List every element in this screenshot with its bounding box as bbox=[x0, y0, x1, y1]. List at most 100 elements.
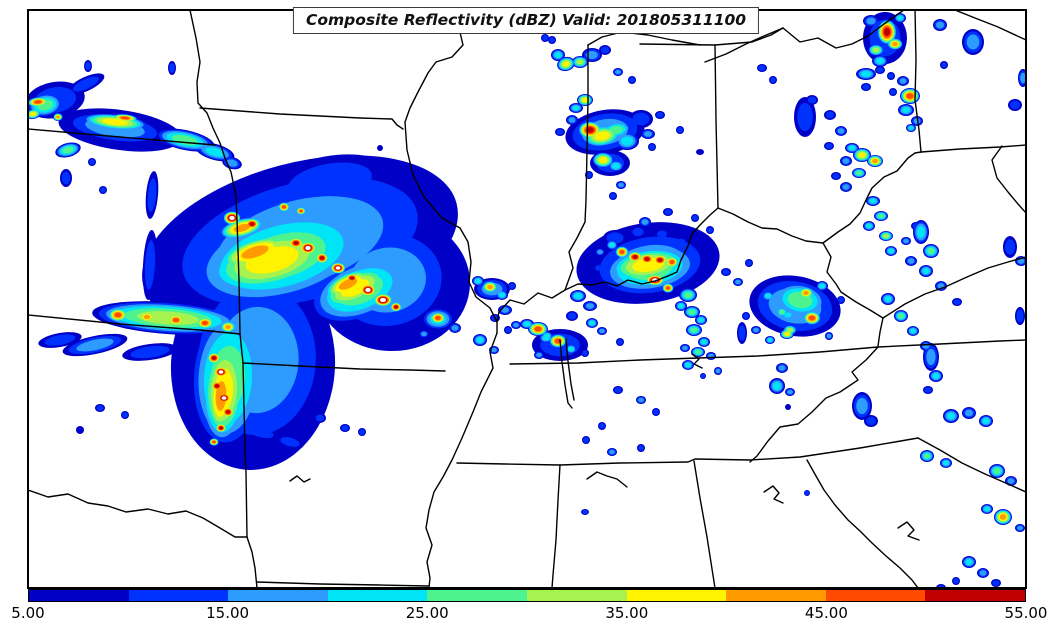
echo-contour bbox=[677, 127, 683, 133]
echo-contour bbox=[122, 412, 128, 418]
echo-contour bbox=[585, 303, 595, 309]
echo-contour bbox=[837, 128, 845, 134]
echo-contour bbox=[246, 425, 274, 439]
echo-contour bbox=[365, 287, 371, 293]
echo-contour bbox=[897, 15, 903, 21]
echo-contour bbox=[787, 327, 793, 333]
echo-contour bbox=[212, 440, 216, 444]
echo-contour bbox=[377, 145, 383, 151]
echo-contour bbox=[30, 112, 36, 116]
echo-contour bbox=[340, 279, 370, 297]
echo-contour bbox=[34, 100, 42, 104]
echo-contour bbox=[842, 158, 850, 164]
echo-contour bbox=[1016, 309, 1024, 323]
echo-contour bbox=[435, 316, 441, 320]
echo-contour bbox=[487, 284, 493, 290]
echo-contour bbox=[542, 35, 548, 41]
echo-contour bbox=[225, 324, 231, 330]
echo-contour bbox=[965, 559, 973, 565]
echo-contour bbox=[1010, 100, 1020, 110]
echo-contour bbox=[858, 152, 866, 158]
echo-contour bbox=[825, 143, 833, 149]
echo-contour bbox=[85, 61, 91, 71]
echo-contour bbox=[56, 115, 60, 119]
echo-layer bbox=[29, 11, 1025, 587]
echo-contour bbox=[632, 112, 650, 126]
echo-contour bbox=[509, 283, 515, 289]
echo-contour bbox=[943, 460, 949, 466]
echo-contour bbox=[89, 159, 95, 165]
echo-contour bbox=[861, 71, 871, 77]
echo-contour bbox=[76, 338, 114, 352]
echo-contour bbox=[910, 328, 916, 334]
colorbar-tick-label: 35.00 bbox=[605, 604, 649, 622]
echo-contour bbox=[682, 345, 688, 351]
echo-contour bbox=[421, 331, 427, 337]
border-lake-erie-shore bbox=[782, 11, 904, 49]
echo-contour bbox=[746, 260, 752, 266]
echo-contour bbox=[778, 365, 786, 371]
echo-contour bbox=[568, 117, 576, 123]
echo-contour bbox=[341, 425, 349, 431]
echo-contour bbox=[1020, 72, 1025, 84]
border-wv-va-ridge bbox=[882, 256, 1025, 319]
echo-contour bbox=[567, 312, 577, 320]
border-cumberland-x bbox=[691, 353, 703, 369]
echo-contour bbox=[619, 250, 625, 254]
colorbar-segment-1 bbox=[128, 590, 229, 601]
echo-contour bbox=[649, 144, 655, 150]
echo-contour bbox=[701, 339, 707, 345]
echo-contour bbox=[598, 156, 608, 164]
border-al-ga bbox=[693, 460, 716, 587]
colorbar-segment-6 bbox=[626, 590, 727, 601]
echo-contour bbox=[872, 158, 878, 164]
echo-contour bbox=[897, 313, 905, 319]
echo-contour bbox=[876, 58, 884, 64]
echo-contour bbox=[653, 409, 659, 415]
echo-contour bbox=[785, 404, 791, 410]
echo-contour bbox=[280, 437, 300, 447]
echo-contour bbox=[700, 373, 706, 379]
echo-contour bbox=[696, 149, 704, 155]
echo-contour bbox=[922, 268, 930, 274]
border-pa-md bbox=[920, 144, 1025, 153]
border-va-sw-tip bbox=[877, 317, 884, 347]
echo-contour bbox=[586, 50, 598, 60]
echo-contour bbox=[862, 84, 870, 90]
border-mo-nw-river bbox=[189, 11, 238, 221]
echo-contour bbox=[638, 445, 644, 451]
echo-contour bbox=[513, 322, 519, 328]
colorbar bbox=[28, 589, 1026, 602]
echo-contour bbox=[574, 293, 582, 299]
border-mississippi-south bbox=[425, 332, 498, 587]
echo-contour bbox=[225, 410, 231, 414]
echo-contour bbox=[608, 125, 624, 135]
echo-contour bbox=[610, 193, 616, 199]
echo-contour bbox=[666, 286, 670, 290]
border-ky-tn-va bbox=[509, 339, 1025, 365]
echo-contour bbox=[629, 77, 635, 83]
echo-contour bbox=[299, 209, 303, 213]
echo-contour bbox=[169, 63, 175, 73]
border-tx-ar bbox=[246, 536, 258, 587]
echo-contour bbox=[903, 238, 909, 244]
echo-contour bbox=[877, 213, 885, 219]
echo-contour bbox=[147, 178, 157, 212]
echo-contour bbox=[848, 145, 856, 151]
echo-contour bbox=[282, 205, 286, 209]
echo-contour bbox=[984, 506, 990, 512]
echo-contour bbox=[692, 215, 698, 221]
border-red-river bbox=[29, 489, 248, 538]
state-borders bbox=[29, 11, 1025, 587]
border-parallel-35 bbox=[456, 437, 919, 466]
echo-contour bbox=[883, 27, 891, 37]
echo-contour bbox=[96, 405, 104, 411]
echo-contour bbox=[644, 257, 650, 261]
border-ar-river-squiggle bbox=[289, 475, 311, 483]
echo-contour bbox=[923, 453, 931, 459]
colorbar-labels: 5.00 15.00 25.00 35.00 45.00 55.00 bbox=[11, 604, 1047, 626]
echo-contour bbox=[707, 227, 713, 233]
echo-contour bbox=[568, 346, 574, 352]
echo-contour bbox=[144, 240, 156, 290]
